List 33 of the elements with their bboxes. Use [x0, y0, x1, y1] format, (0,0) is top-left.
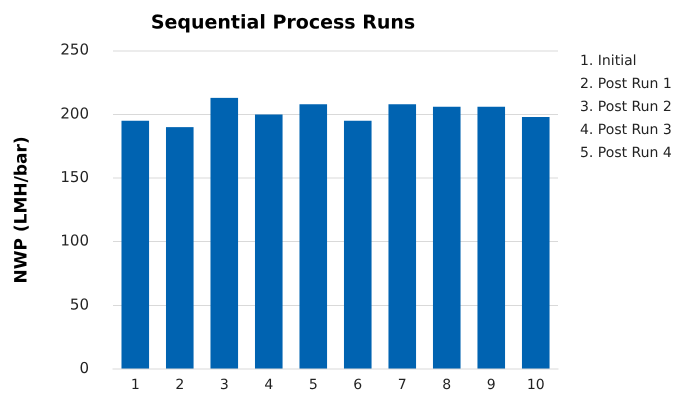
text: 4. Post Run 3 [580, 121, 672, 140]
bar [432, 106, 461, 368]
y-tick-label: 50 [70, 295, 90, 314]
bar [210, 98, 238, 368]
x-tick-label: 10 [526, 377, 545, 394]
y-tick-label: 250 [60, 40, 90, 59]
y-axis-title: NWP (LMH/bar) [12, 136, 32, 284]
text: 5. Post Run 4 [580, 144, 672, 163]
text: 2. Post Run 1 [580, 75, 672, 94]
bar [388, 104, 416, 368]
bar [344, 120, 372, 368]
bar [254, 114, 283, 368]
x-tick-label: 5 [308, 377, 318, 394]
x-tick-label: 8 [442, 377, 452, 394]
y-tick-label: 0 [79, 358, 90, 377]
bar [522, 116, 550, 368]
text: 3. Post Run 2 [580, 98, 672, 117]
x-tick-label: 1 [130, 377, 140, 394]
bar [166, 127, 194, 368]
x-tick-label: 7 [398, 377, 407, 394]
x-tick-label: 6 [353, 377, 362, 394]
y-tick-label: 100 [60, 232, 90, 250]
x-tick-label: 9 [486, 377, 496, 394]
y-tick-label: 200 [60, 104, 90, 122]
bar [477, 106, 506, 368]
text: 1. Initial [580, 52, 638, 71]
y-tick-label: 150 [60, 168, 90, 186]
bar [299, 104, 328, 368]
x-tick-label: 3 [220, 377, 229, 394]
bar [121, 120, 150, 368]
x-tick-label: 4 [264, 377, 274, 394]
x-tick-label: 2 [175, 377, 184, 394]
chart-title: Sequential Process Runs [150, 11, 416, 34]
